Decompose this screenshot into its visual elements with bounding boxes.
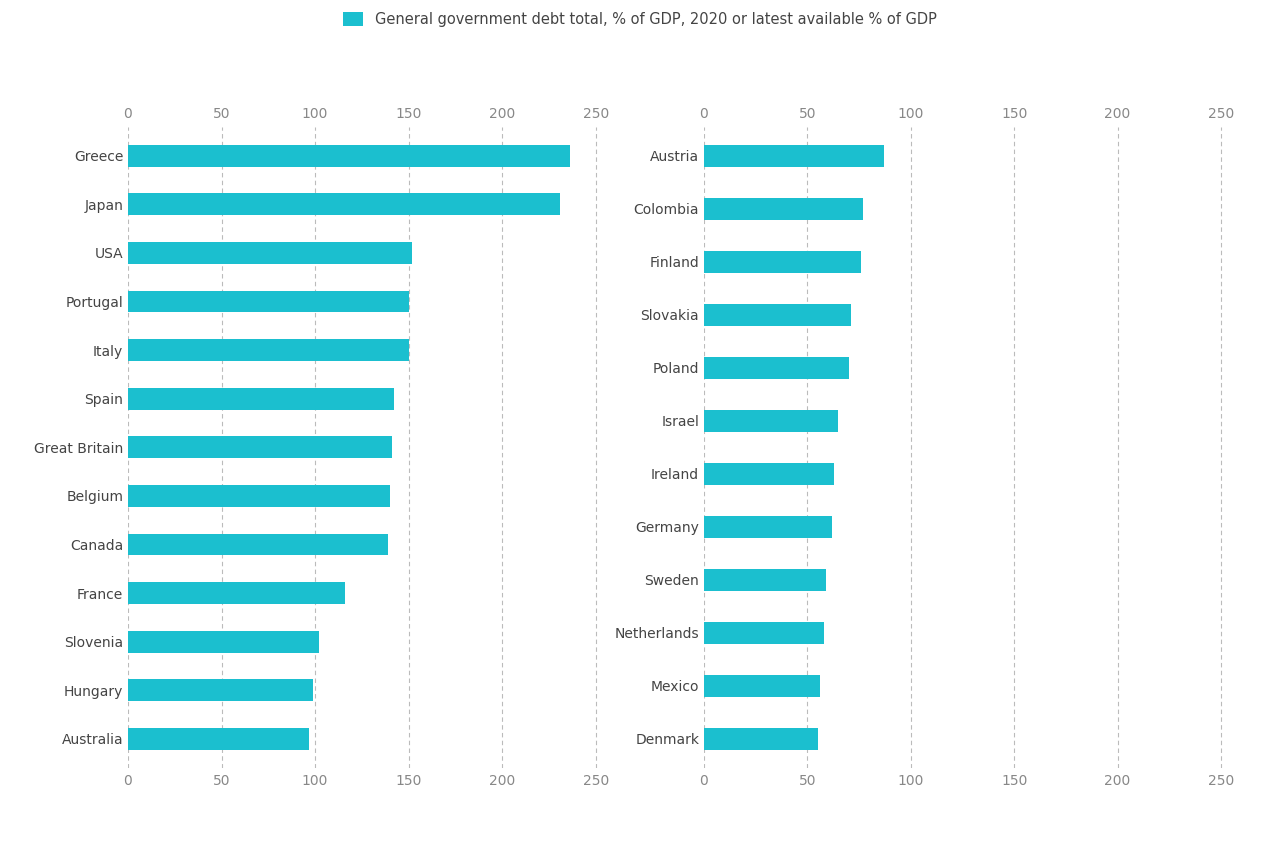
Bar xyxy=(704,569,826,591)
Bar xyxy=(704,622,824,644)
Bar xyxy=(704,516,832,538)
Bar xyxy=(128,728,310,749)
Bar xyxy=(128,679,314,701)
Bar xyxy=(128,533,388,555)
Bar xyxy=(128,582,346,604)
Bar xyxy=(128,485,390,507)
Bar xyxy=(128,242,412,264)
Bar xyxy=(128,387,394,409)
Bar xyxy=(128,145,570,166)
Bar xyxy=(704,145,884,166)
Bar xyxy=(704,463,835,484)
Bar xyxy=(128,630,319,652)
Bar xyxy=(128,193,561,215)
Legend: General government debt total, % of GDP, 2020 or latest available % of GDP: General government debt total, % of GDP,… xyxy=(343,12,937,26)
Bar xyxy=(128,339,408,361)
Bar xyxy=(704,410,838,432)
Bar xyxy=(704,251,861,273)
Bar xyxy=(128,290,408,312)
Bar xyxy=(704,197,863,219)
Bar xyxy=(704,357,849,379)
Bar xyxy=(128,436,392,458)
Bar xyxy=(704,728,818,749)
Bar xyxy=(704,304,851,326)
Bar xyxy=(704,675,819,697)
